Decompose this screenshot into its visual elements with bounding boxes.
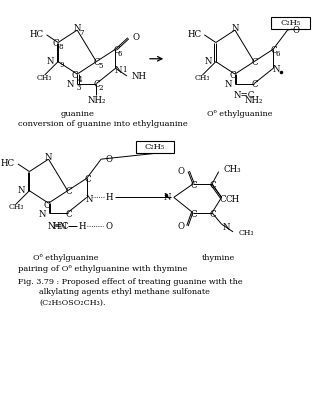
Text: C: C xyxy=(84,175,91,184)
Text: C: C xyxy=(65,187,72,196)
Text: N: N xyxy=(115,66,122,75)
Text: C: C xyxy=(191,210,197,219)
Text: O⁶ ethylguanine: O⁶ ethylguanine xyxy=(33,254,99,262)
Text: N: N xyxy=(231,23,239,33)
Text: O: O xyxy=(105,222,112,231)
Text: C: C xyxy=(191,181,197,190)
Text: N: N xyxy=(164,193,171,202)
Text: N: N xyxy=(38,210,46,219)
Text: C: C xyxy=(252,80,259,89)
Text: N: N xyxy=(45,153,52,162)
Text: NH₂: NH₂ xyxy=(87,96,106,105)
Text: N=C: N=C xyxy=(47,222,69,231)
Text: CH₃: CH₃ xyxy=(223,165,241,174)
Text: H: H xyxy=(106,193,114,202)
Text: N: N xyxy=(18,186,25,195)
Text: N: N xyxy=(86,195,93,204)
Text: C₂H₅: C₂H₅ xyxy=(280,19,301,27)
Text: CH₃: CH₃ xyxy=(195,74,210,82)
Text: C₂H₅: C₂H₅ xyxy=(144,143,165,151)
Text: N: N xyxy=(205,57,212,66)
Text: (C₂H₅OSO₂CH₃).: (C₂H₅OSO₂CH₃). xyxy=(39,299,106,307)
Text: 9: 9 xyxy=(60,61,64,70)
Text: conversion of guanine into ethylguanine: conversion of guanine into ethylguanine xyxy=(18,120,188,128)
Text: C: C xyxy=(53,39,60,48)
Text: CH₃: CH₃ xyxy=(239,229,254,237)
Text: C: C xyxy=(113,46,120,55)
Text: NH₂: NH₂ xyxy=(245,96,263,105)
Text: N: N xyxy=(272,65,280,74)
Text: HC: HC xyxy=(29,30,44,40)
Text: 1: 1 xyxy=(122,66,126,74)
Text: C: C xyxy=(271,46,277,55)
Text: HC: HC xyxy=(187,30,202,40)
Text: N: N xyxy=(225,80,232,89)
Text: NH: NH xyxy=(132,73,147,82)
Text: 6: 6 xyxy=(276,50,280,58)
Text: C: C xyxy=(230,71,236,80)
Text: O: O xyxy=(177,167,184,176)
Text: CH: CH xyxy=(226,195,240,204)
Text: O: O xyxy=(292,26,299,35)
Text: C: C xyxy=(252,58,259,67)
Text: C: C xyxy=(210,181,216,190)
Text: N: N xyxy=(67,80,74,89)
Text: C: C xyxy=(43,201,50,210)
Text: C: C xyxy=(94,80,101,89)
Text: CH₃: CH₃ xyxy=(8,203,24,211)
Text: 3: 3 xyxy=(77,84,81,92)
Text: alkylating agents ethyl methane sulfonate: alkylating agents ethyl methane sulfonat… xyxy=(39,288,210,296)
Text: pairing of O⁶ ethylguanine with thymine: pairing of O⁶ ethylguanine with thymine xyxy=(18,265,187,273)
Text: O: O xyxy=(106,154,113,164)
Bar xyxy=(135,141,174,153)
Text: H: H xyxy=(78,222,86,231)
Text: Fig. 3.79 : Proposed effect of treating guanine with the: Fig. 3.79 : Proposed effect of treating … xyxy=(18,278,243,286)
Text: 2: 2 xyxy=(99,84,103,92)
Text: guanine: guanine xyxy=(60,110,94,118)
Text: N: N xyxy=(223,222,230,232)
Text: C: C xyxy=(72,71,78,80)
Text: C: C xyxy=(219,195,226,204)
Text: N: N xyxy=(73,23,81,33)
Text: O⁶ ethylguanine: O⁶ ethylguanine xyxy=(207,110,272,118)
Text: HN: HN xyxy=(53,222,68,231)
Bar xyxy=(271,17,309,29)
Text: CH₃: CH₃ xyxy=(37,74,52,82)
Text: N: N xyxy=(47,57,54,66)
Text: C: C xyxy=(210,210,216,219)
Text: N=C: N=C xyxy=(234,91,255,100)
Text: 4: 4 xyxy=(78,76,82,84)
Text: 8: 8 xyxy=(59,43,63,51)
Text: O: O xyxy=(177,222,184,231)
Text: C: C xyxy=(65,210,72,219)
Text: 7: 7 xyxy=(80,29,84,37)
Text: HC: HC xyxy=(1,159,15,169)
Text: 5: 5 xyxy=(99,62,103,70)
Text: C: C xyxy=(94,58,101,67)
Text: O: O xyxy=(133,33,140,42)
Text: thymine: thymine xyxy=(202,254,235,262)
Text: 6: 6 xyxy=(118,50,122,58)
